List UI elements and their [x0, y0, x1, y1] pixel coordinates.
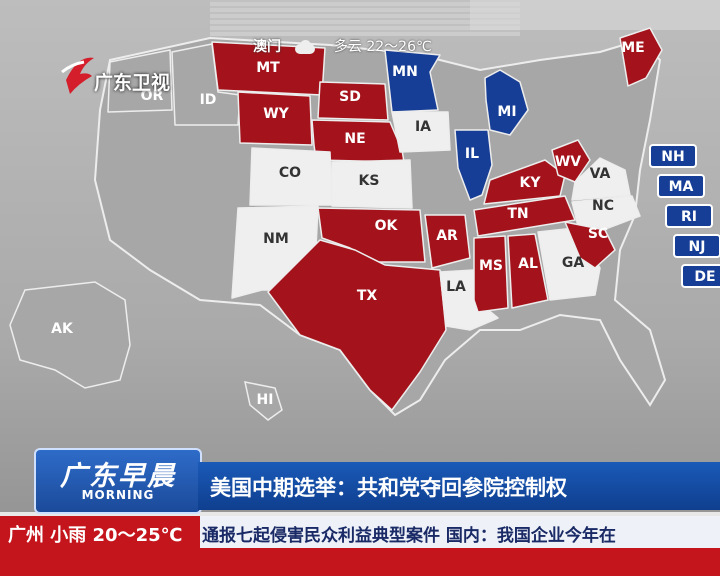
headline-bar: 美国中期选举：共和党夺回参院控制权 [198, 462, 720, 510]
state-MI-shape [484, 69, 529, 136]
state-tab-label-MA: MA [669, 179, 694, 195]
state-SC-shape [564, 221, 616, 269]
striped-panel [210, 0, 520, 36]
state-HI-shape [244, 381, 283, 421]
state-label-CO: CO [279, 165, 301, 181]
state-NC-shape [571, 195, 641, 229]
channel-logo: 广东卫视 [58, 50, 208, 100]
show-title: 广东早晨 [60, 461, 176, 492]
state-VA-shape [571, 157, 631, 201]
state-IA-shape [391, 111, 451, 153]
state-TN-shape [473, 195, 576, 237]
state-tab-RI [665, 204, 713, 228]
state-MS-shape [473, 235, 509, 313]
state-label-ID: ID [200, 92, 217, 108]
divider-line [0, 512, 720, 516]
headline: 美国中期选举：共和党夺回参院控制权 [210, 476, 567, 500]
state-TX-shape [267, 239, 447, 411]
state-label-HI: HI [257, 392, 274, 408]
weather-top: 澳门 多云 22～26℃ [253, 36, 432, 56]
news-ticker: 通报七起侵害民众利益典型案件 国内：我国企业今年在 [200, 516, 720, 548]
state-WY-shape [237, 91, 313, 146]
state-AK-shape [9, 281, 131, 389]
state-label-AL: AL [518, 256, 538, 272]
state-ME-shape [619, 27, 663, 87]
ticker-text: 通报七起侵害民众利益典型案件 国内：我国企业今年在 [202, 526, 616, 546]
show-subtitle: MORNING [81, 488, 155, 502]
channel-name: 广东卫视 [94, 72, 171, 94]
state-label-IL: IL [465, 146, 479, 162]
state-label-SD: SD [339, 89, 361, 105]
state-IL-shape [454, 129, 493, 201]
state-label-MN: MN [392, 64, 418, 80]
state-label-TX: TX [357, 288, 378, 304]
show-badge: 广东早晨 MORNING [34, 448, 202, 514]
city-weather: 广州 小雨 20～25℃ [8, 525, 183, 546]
state-KY-shape [483, 159, 566, 205]
gdtv-logo-icon [61, 57, 94, 94]
state-KS-shape [331, 159, 413, 209]
state-label-WV: WV [555, 154, 581, 170]
state-label-AK: AK [51, 321, 74, 337]
state-label-VA: VA [590, 166, 611, 182]
state-label-MI: MI [497, 104, 516, 120]
state-label-NE: NE [344, 131, 365, 147]
state-label-KS: KS [359, 173, 380, 189]
state-label-NC: NC [592, 198, 614, 214]
state-tab-NH [649, 144, 697, 168]
state-tab-MA [657, 174, 705, 198]
weather-forecast: 多云 22～26℃ [333, 39, 432, 55]
state-label-OK: OK [375, 218, 399, 234]
bottom-band [0, 548, 720, 576]
state-label-TN: TN [507, 206, 528, 222]
state-OR-shape [107, 49, 173, 113]
state-label-IA: IA [415, 119, 431, 135]
state-label-ME: ME [621, 40, 645, 56]
state-label-MS: MS [479, 258, 503, 274]
state-AL-shape [507, 233, 549, 309]
state-tab-label-RI: RI [681, 209, 697, 225]
state-tab-label-DE: DE [694, 269, 715, 285]
weather-city: 澳门 [253, 39, 281, 55]
state-tab-NJ [673, 234, 720, 258]
state-label-SC: SC [588, 226, 608, 242]
state-tab-DE [681, 264, 720, 288]
state-label-LA: LA [446, 279, 466, 295]
state-label-AR: AR [436, 228, 458, 244]
state-label-KY: KY [520, 175, 542, 191]
state-WV-shape [551, 139, 591, 183]
state-MN-shape [384, 49, 441, 113]
state-label-OR: OR [141, 88, 164, 104]
state-label-NM: NM [263, 231, 289, 247]
state-label-MT: MT [256, 60, 280, 76]
state-SD-shape [317, 81, 389, 121]
cloud-icon [291, 40, 319, 54]
state-label-GA: GA [562, 255, 584, 271]
city-weather-bar: 广州 小雨 20～25℃ [0, 516, 200, 548]
state-tab-label-NJ: NJ [689, 239, 706, 255]
state-tab-label-NH: NH [661, 149, 684, 165]
top-panel [470, 0, 720, 30]
state-label-WY: WY [263, 106, 289, 122]
state-AR-shape [424, 214, 471, 269]
